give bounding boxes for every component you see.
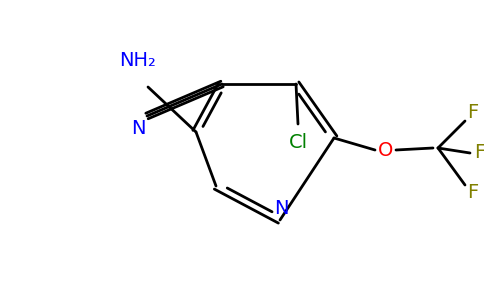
Text: O: O — [378, 140, 393, 160]
Text: Cl: Cl — [288, 133, 307, 152]
Text: F: F — [474, 143, 484, 163]
Text: F: F — [468, 184, 479, 202]
Text: NH₂: NH₂ — [120, 52, 156, 70]
Text: N: N — [274, 199, 288, 218]
Text: N: N — [131, 118, 145, 137]
Text: F: F — [468, 103, 479, 122]
